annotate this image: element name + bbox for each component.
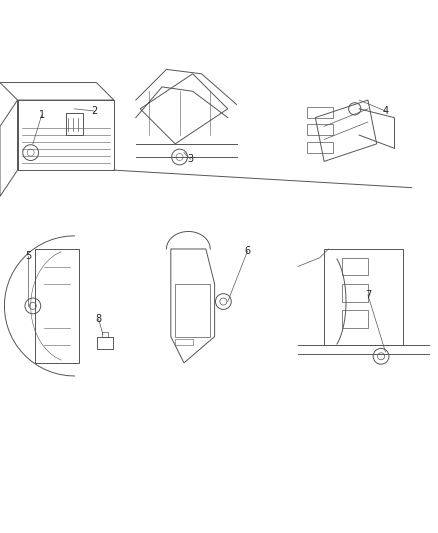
Text: 5: 5	[25, 251, 32, 261]
Bar	[97, 336, 113, 349]
Bar	[307, 124, 333, 135]
Bar	[307, 107, 333, 118]
Text: 2: 2	[91, 106, 97, 116]
Bar	[307, 142, 333, 152]
Text: 1: 1	[39, 110, 45, 120]
Text: 3: 3	[187, 154, 194, 164]
Text: 6: 6	[244, 246, 251, 256]
Bar	[102, 332, 108, 336]
Bar	[35, 249, 79, 363]
Bar	[342, 284, 368, 302]
Bar	[342, 258, 368, 275]
Bar	[324, 249, 403, 345]
Text: 4: 4	[382, 106, 389, 116]
Text: 7: 7	[365, 290, 371, 300]
Bar	[342, 310, 368, 328]
Bar	[66, 113, 83, 135]
Bar	[175, 284, 210, 336]
Text: 8: 8	[95, 314, 102, 324]
Bar	[175, 339, 193, 345]
